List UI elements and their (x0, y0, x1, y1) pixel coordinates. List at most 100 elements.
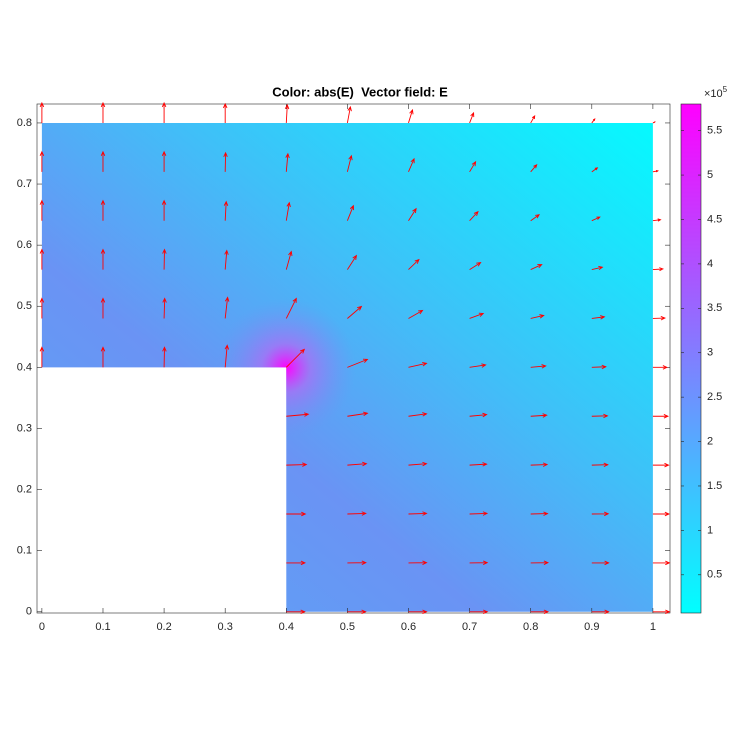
arrow (347, 461, 368, 467)
arrow (530, 114, 536, 124)
arrow (162, 297, 167, 319)
axes-box (36, 103, 671, 614)
arrow (286, 412, 310, 417)
arrow (100, 297, 106, 319)
arrow (100, 199, 106, 221)
colorbar-tick-label: 2 (707, 435, 713, 447)
colorbar-tick-label: 1 (707, 524, 713, 536)
colorbar-tick-label: 2.5 (707, 391, 722, 403)
arrow (161, 199, 167, 221)
arrow (408, 412, 428, 417)
colorbar-tick-label: 3 (707, 347, 713, 359)
arrow (652, 511, 670, 517)
arrow (469, 160, 477, 173)
colorbar-tick-label: 5 (707, 169, 713, 181)
arrow (347, 358, 369, 368)
arrow (469, 312, 485, 319)
arrow (347, 411, 369, 417)
y-tick-label: 0 (26, 606, 32, 618)
x-tick-label: 0.2 (156, 621, 171, 633)
arrow (530, 364, 547, 369)
arrow (408, 258, 420, 270)
arrow (408, 207, 417, 221)
arrow (161, 150, 167, 172)
x-tick-label: 1 (650, 621, 656, 633)
arrow (408, 362, 428, 368)
arrow (408, 108, 414, 124)
x-tick-label: 0.9 (584, 621, 599, 633)
arrow (408, 609, 428, 614)
arrow (652, 462, 670, 468)
arrow (162, 248, 167, 270)
arrow (347, 305, 363, 319)
arrow (222, 102, 228, 123)
arrow (408, 560, 428, 565)
arrow (347, 609, 367, 614)
arrow (591, 462, 609, 468)
arrow (285, 297, 297, 319)
arrow (530, 314, 545, 319)
arrow (39, 248, 45, 270)
arrow (224, 344, 230, 368)
arrow (652, 414, 669, 419)
arrow (652, 560, 671, 566)
x-tick-label: 0.3 (218, 621, 233, 633)
x-tick-label: 0 (39, 621, 45, 633)
arrow (469, 462, 488, 467)
arrow (39, 150, 45, 172)
arrow (162, 346, 167, 368)
arrow (591, 265, 604, 271)
arrow (408, 309, 424, 319)
chart-title: Color: abs(E) Vector field: E (272, 84, 448, 99)
arrow (591, 167, 599, 173)
arrow (652, 169, 659, 173)
arrow (469, 511, 489, 516)
colorbar (680, 103, 702, 614)
x-tick-label: 0.7 (462, 621, 477, 633)
arrow (224, 249, 229, 270)
arrow (100, 150, 106, 172)
y-tick-label: 0.8 (17, 117, 32, 129)
arrow (286, 609, 306, 614)
multiplier-exponent: 5 (723, 85, 728, 94)
multiplier-base: ×10 (704, 88, 723, 100)
arrow (39, 297, 45, 319)
arrow (591, 609, 610, 614)
arrow (652, 218, 662, 222)
domain (41, 122, 653, 612)
colorbar-tick-label: 0.5 (707, 569, 722, 581)
arrow (530, 264, 543, 271)
arrow (591, 118, 596, 124)
y-tick-label: 0.6 (17, 239, 32, 251)
colorbar-tick-label: 4 (707, 258, 713, 270)
y-tick-label: 0.3 (17, 422, 32, 434)
arrow (652, 121, 656, 124)
y-tick-label: 0.7 (17, 178, 32, 190)
arrow (408, 461, 428, 467)
arrow (469, 609, 489, 614)
arrow (469, 560, 489, 565)
arrow (161, 101, 167, 123)
colorbar-tick-label: 1.5 (707, 480, 722, 492)
colorbar-multiplier: ×105 (704, 85, 728, 100)
arrow (347, 560, 367, 565)
arrow (224, 296, 230, 319)
colorbar-tick-label: 4.5 (707, 213, 722, 225)
arrow (285, 152, 290, 172)
arrow (530, 462, 549, 467)
arrow (530, 214, 540, 222)
colorbar-tick-label: 5.5 (707, 125, 722, 137)
arrow (469, 262, 482, 270)
arrow (469, 412, 488, 418)
arrow (469, 111, 475, 124)
y-tick-label: 0.4 (17, 361, 32, 373)
arrow (100, 346, 106, 368)
y-tick-label: 0.5 (17, 300, 32, 312)
arrow (530, 609, 549, 614)
arrow (346, 154, 353, 172)
arrow (100, 248, 106, 270)
arrow (284, 103, 290, 123)
arrow (652, 609, 671, 614)
arrow (591, 413, 609, 419)
arrow (530, 511, 549, 516)
